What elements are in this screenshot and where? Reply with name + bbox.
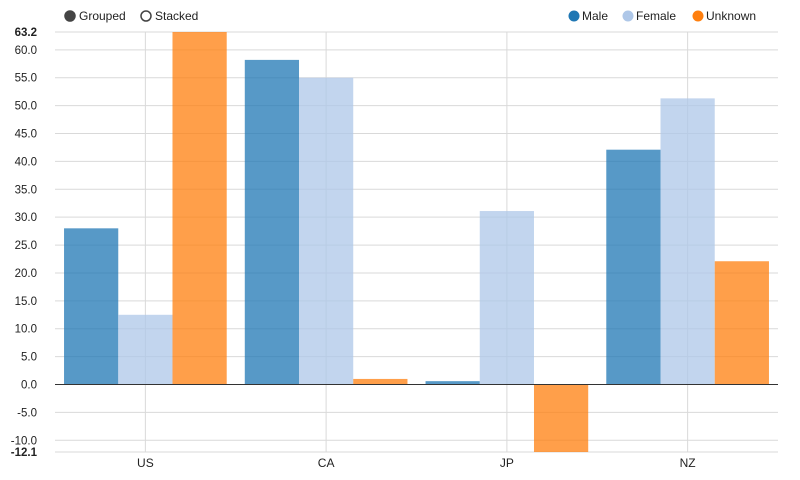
x-axis: US CA JP NZ [55, 384, 778, 470]
legend-swatch-icon [692, 10, 704, 22]
y-axis: -10.0 -5.0 0.0 5.0 10.0 15.0 20.0 25.0 30.0 35.0 4… [11, 27, 38, 459]
radio-selected-icon[interactable] [64, 10, 76, 22]
y-tick-label: 55.0 [15, 73, 37, 85]
bar-ca-female[interactable] [299, 77, 354, 385]
bar-nz-male[interactable] [606, 149, 661, 385]
y-tick-label: 25.0 [15, 240, 37, 252]
legend-swatch-icon [568, 10, 580, 22]
legend-label: Male [582, 9, 608, 23]
y-tick-label: 5.0 [21, 352, 37, 364]
x-tick-label: JP [500, 456, 514, 470]
y-tick-label: 10.0 [15, 324, 37, 336]
mode-option-label: Grouped [79, 9, 126, 23]
y-tick-label: 50.0 [15, 101, 37, 113]
y-tick-label: -10.0 [11, 435, 37, 447]
mode-option-label: Stacked [155, 9, 198, 23]
bar-us-male[interactable] [64, 228, 119, 385]
bar-ca-unknown[interactable] [353, 378, 408, 385]
radio-unselected-icon[interactable] [140, 10, 152, 22]
chart-controls: Grouped Stacked [64, 9, 198, 23]
y-tick-label: 15.0 [15, 296, 37, 308]
legend-item-female[interactable]: Female [622, 9, 677, 23]
y-tick-label: 60.0 [15, 45, 37, 57]
legend-item-unknown[interactable]: Unknown [692, 9, 757, 23]
legend-label: Female [636, 9, 676, 23]
y-tick-label: 0.0 [21, 380, 37, 392]
y-min-label: -12.1 [11, 447, 38, 459]
y-tick-label: 40.0 [15, 156, 37, 168]
y-tick-label: 20.0 [15, 268, 37, 280]
mode-option-grouped[interactable]: Grouped [64, 9, 126, 23]
legend-item-male[interactable]: Male [568, 9, 609, 23]
y-tick-label: -5.0 [17, 407, 37, 419]
bar-nz-unknown[interactable] [714, 261, 769, 385]
y-tick-label: 35.0 [15, 184, 37, 196]
mode-option-stacked[interactable]: Stacked [140, 9, 198, 23]
x-tick-label: NZ [680, 456, 696, 470]
bar-jp-male[interactable] [425, 381, 480, 385]
x-tick-label: US [137, 456, 154, 470]
bar-us-female[interactable] [118, 314, 173, 385]
bar-us-unknown[interactable] [172, 32, 227, 385]
bar-jp-female[interactable] [479, 211, 534, 385]
bar-ca-male[interactable] [244, 59, 300, 385]
legend-label: Unknown [706, 9, 756, 23]
bar-nz-female[interactable] [660, 98, 715, 385]
bars [64, 32, 769, 452]
bar-jp-unknown[interactable] [533, 384, 589, 452]
y-tick-label: 30.0 [15, 212, 37, 224]
y-tick-label: 45.0 [15, 129, 37, 141]
legend-swatch-icon [622, 10, 634, 22]
legend: Male Female Unknown [568, 9, 757, 23]
x-tick-label: CA [318, 456, 335, 470]
y-max-label: 63.2 [15, 27, 37, 39]
